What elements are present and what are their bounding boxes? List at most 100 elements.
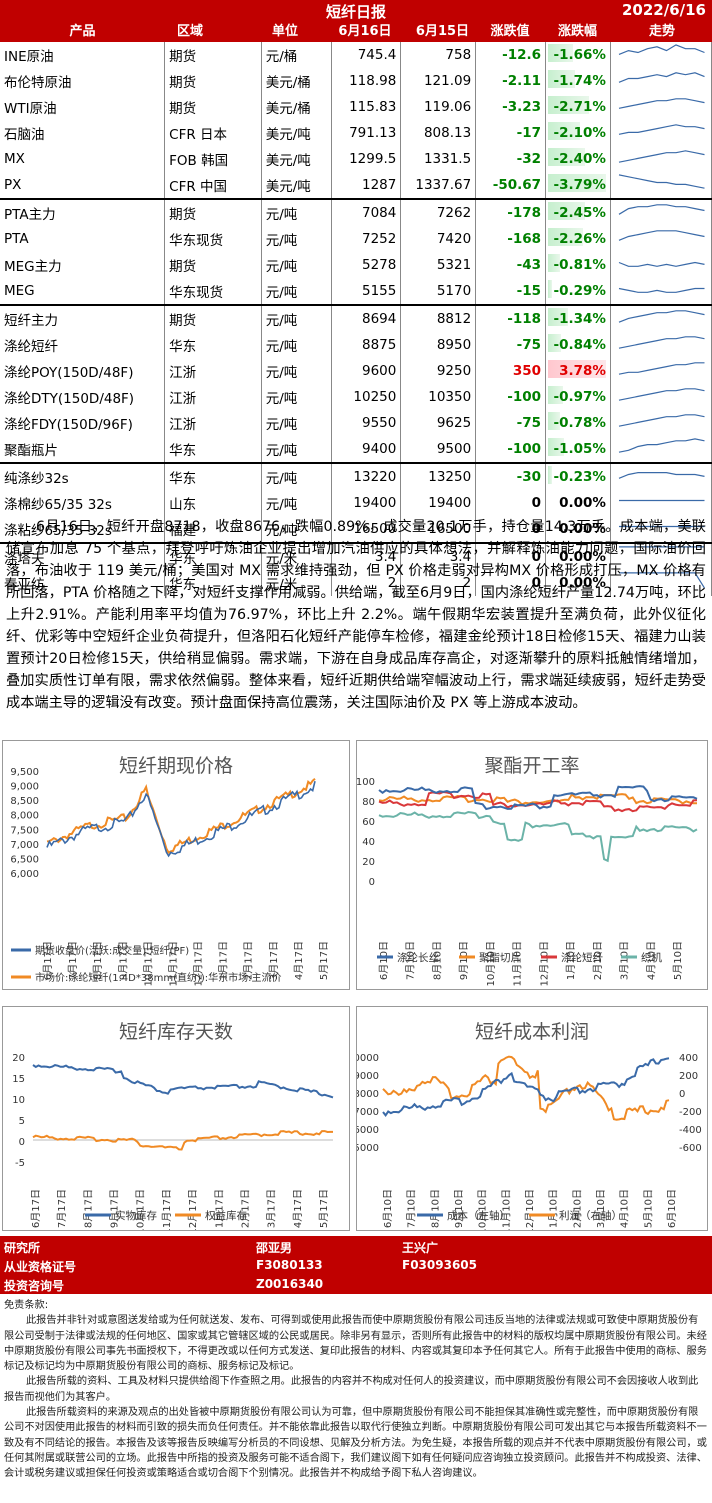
chart-inventory: 短纤库存天数 20 15 10 5 0 -5 6月17日 7月17日 8月17日 9月17日 10… [2, 1006, 350, 1234]
price-today: 10250 [331, 384, 402, 410]
x-tick: 11月17日 [167, 941, 179, 986]
trend-cell [610, 384, 712, 410]
y-tick: -5 [15, 1158, 25, 1169]
change-pct-text: -2.10% [553, 125, 606, 141]
price-prev: 3.4 [400, 542, 477, 570]
price-prev: 119.06 [400, 94, 477, 120]
change-value: -2.11 [475, 68, 547, 94]
price-today: 115.83 [331, 94, 402, 120]
change-pct: -0.81% [545, 252, 611, 278]
product-name: PTA [0, 226, 166, 252]
price-prev: 9250 [400, 358, 477, 384]
change-value: -17 [475, 120, 547, 146]
col-date1: 6月16日 [338, 24, 392, 39]
region: 江浙 [164, 358, 262, 384]
x-tick: 1月10日 [548, 1189, 560, 1228]
sparkline [618, 438, 705, 453]
price-prev: 808.13 [400, 120, 477, 146]
sparkline [618, 261, 705, 267]
price-prev: 7420 [400, 226, 477, 252]
x-tick: 2月10日 [571, 1189, 583, 1228]
product-name: 涤纶POY(150D/48F) [0, 358, 166, 384]
trend-cell [610, 304, 712, 332]
table-row: 春亚纺 华东 元/米 2 2 0 0.00% [0, 570, 712, 596]
table-row: MEG 华东现货 元/吨 5155 5170 -15 -0.29% [0, 278, 712, 305]
change-pct-text: -2.71% [553, 99, 606, 115]
col-region: 区域 [176, 24, 203, 39]
table-row: MEG主力 期货 元/吨 5278 5321 -43 -0.81% [0, 252, 712, 278]
author1-consult: Z0016340 [256, 1277, 324, 1291]
change-pct: -0.97% [545, 384, 611, 410]
trend-cell [610, 42, 712, 68]
table-row: 涤纶POY(150D/48F) 江浙 元/吨 9600 9250 350 3.78% [0, 358, 712, 384]
table-row: WTI原油 期货 美元/桶 115.83 119.06 -3.23 -2.71% [0, 94, 712, 120]
change-pct-text: -2.45% [553, 205, 606, 221]
x-tick: 8月17日 [82, 1189, 94, 1228]
x-tick: 1月17日 [218, 941, 230, 980]
region: 期货 [164, 42, 262, 68]
change-pct-text: -2.26% [553, 231, 606, 247]
sparkline [618, 287, 705, 293]
region: 华东 [164, 332, 262, 358]
price-today: 118.98 [331, 68, 402, 94]
table-row: 涤粘纱65/35 32s 福建 元/吨 16500 16500 0 0.00% [0, 516, 712, 543]
sparkline [618, 124, 705, 135]
unit: 元/吨 [261, 462, 332, 490]
region: 华东 [164, 570, 262, 596]
product-name: 涤塔夫 [0, 542, 166, 570]
table-row: 短纤主力 期货 元/吨 8694 8812 -118 -1.34% [0, 304, 712, 332]
y2-tick: 400 [679, 1053, 698, 1064]
price-today: 9550 [331, 410, 402, 436]
y-tick: 20 [362, 857, 375, 868]
col-product: 产品 [69, 24, 96, 39]
footer-consult-label: 投资咨询号 [4, 1279, 65, 1293]
change-pct-bar [548, 360, 606, 378]
change-pct-text: 0.00% [559, 495, 606, 511]
product-name: INE原油 [0, 42, 166, 68]
change-pct-text: -2.40% [553, 151, 606, 167]
y-tick: 7,000 [10, 840, 39, 851]
region: 福建 [164, 516, 262, 543]
product-name: 涤纶DTY(150D/48F) [0, 384, 166, 410]
legend-loom: 织机 [641, 951, 662, 964]
product-name: 短纤主力 [0, 304, 166, 332]
price-prev: 758 [400, 42, 477, 68]
price-today: 9400 [331, 436, 402, 463]
region: 华东 [164, 436, 262, 463]
price-prev: 13250 [400, 462, 477, 490]
unit: 元/吨 [261, 198, 332, 226]
price-today: 8694 [331, 304, 402, 332]
product-name: WTI原油 [0, 94, 166, 120]
x-tick: 4月10日 [619, 1189, 631, 1228]
change-pct-bar [548, 280, 553, 298]
disclaimer-p1: 此报告并非针对或意图送发给或为任何就送发、发布、可得到或使用此报告而使中原期货股… [4, 1315, 707, 1373]
region: 华东现货 [164, 278, 262, 305]
trend-cell [610, 516, 712, 543]
trend-cell [610, 252, 712, 278]
table-row: 石脑油 CFR 日本 美元/吨 791.13 808.13 -17 -2.10% [0, 120, 712, 146]
sparkline [618, 499, 705, 502]
change-pct: 3.78% [545, 358, 611, 384]
y-tick: 40 [362, 837, 375, 848]
x-tick: 3月10日 [595, 1189, 607, 1228]
y-tick: 10000 [357, 1053, 379, 1064]
change-pct: -1.66% [545, 42, 611, 68]
trend-cell [610, 490, 712, 516]
unit: 美元/桶 [261, 68, 332, 94]
product-name: MEG [0, 278, 166, 305]
change-pct: -1.34% [545, 304, 611, 332]
y-tick: 6,500 [10, 854, 39, 865]
product-name: 春亚纺 [0, 570, 166, 596]
sparkline [618, 44, 705, 55]
change-pct: -0.29% [545, 278, 611, 305]
change-pct: -0.23% [545, 462, 611, 490]
unit: 元/吨 [261, 436, 332, 463]
price-prev: 1337.67 [400, 172, 477, 199]
x-tick: 10月17日 [135, 1189, 147, 1230]
price-today: 9600 [331, 358, 402, 384]
change-value: -178 [475, 198, 547, 226]
unit: 美元/吨 [261, 146, 332, 172]
sparkline [618, 362, 705, 375]
trend-cell [610, 120, 712, 146]
